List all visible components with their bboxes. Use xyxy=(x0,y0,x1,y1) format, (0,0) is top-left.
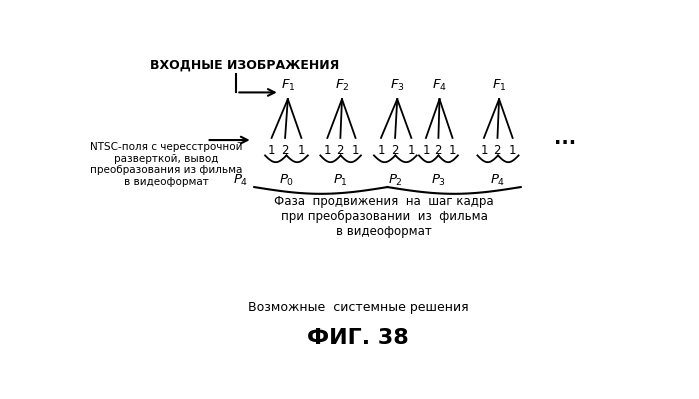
Text: $\mathit{1}$: $\mathit{1}$ xyxy=(480,144,488,157)
Text: $\mathit{1}$: $\mathit{1}$ xyxy=(352,144,360,157)
Text: $\mathit{1}$: $\mathit{1}$ xyxy=(407,144,415,157)
Text: $\mathit{2}$: $\mathit{2}$ xyxy=(336,144,345,157)
Text: $\mathit{1}$: $\mathit{1}$ xyxy=(323,144,331,157)
Text: $\mathit{P_4}$: $\mathit{P_4}$ xyxy=(490,173,505,188)
Text: ...: ... xyxy=(554,129,577,148)
Text: $\mathit{F_1}$: $\mathit{F_1}$ xyxy=(280,78,295,93)
Text: $\mathit{1}$: $\mathit{1}$ xyxy=(377,144,385,157)
Text: $\mathit{2}$: $\mathit{2}$ xyxy=(281,144,289,157)
Text: $\mathit{P_0}$: $\mathit{P_0}$ xyxy=(279,173,294,188)
Text: ВХОДНЫЕ ИЗОБРАЖЕНИЯ: ВХОДНЫЕ ИЗОБРАЖЕНИЯ xyxy=(150,58,339,71)
Text: $\mathit{1}$: $\mathit{1}$ xyxy=(297,144,305,157)
Text: $\mathit{1}$: $\mathit{1}$ xyxy=(421,144,430,157)
Text: $\mathit{P_1}$: $\mathit{P_1}$ xyxy=(333,173,348,188)
Text: $\mathit{P_3}$: $\mathit{P_3}$ xyxy=(431,173,446,188)
Text: $\mathit{1}$: $\mathit{1}$ xyxy=(448,144,456,157)
Text: Фаза  продвижения  на  шаг кадра
при преобразовании  из  фильма
в видеоформат: Фаза продвижения на шаг кадра при преобр… xyxy=(275,195,494,238)
Text: $\mathit{2}$: $\mathit{2}$ xyxy=(434,144,442,157)
Text: Возможные  системные решения: Возможные системные решения xyxy=(248,301,468,314)
Text: $\mathit{F_3}$: $\mathit{F_3}$ xyxy=(390,78,405,93)
Text: $\mathit{F_1}$: $\mathit{F_1}$ xyxy=(492,78,506,93)
Text: $\mathit{P_4}$: $\mathit{P_4}$ xyxy=(233,173,248,188)
Text: $\mathit{P_2}$: $\mathit{P_2}$ xyxy=(388,173,403,188)
Text: $\mathit{2}$: $\mathit{2}$ xyxy=(391,144,399,157)
Text: $\mathit{F_4}$: $\mathit{F_4}$ xyxy=(432,78,447,93)
Text: $\mathit{F_2}$: $\mathit{F_2}$ xyxy=(335,78,350,93)
Text: NTSC-поля с чересстрочной
разверткой, вывод
преобразования из фильма
в видеоформ: NTSC-поля с чересстрочной разверткой, вы… xyxy=(90,142,243,187)
Text: $\mathit{2}$: $\mathit{2}$ xyxy=(493,144,502,157)
Text: $\mathit{1}$: $\mathit{1}$ xyxy=(508,144,517,157)
Text: ФИГ. 38: ФИГ. 38 xyxy=(308,328,409,348)
Text: $\mathit{1}$: $\mathit{1}$ xyxy=(268,144,275,157)
